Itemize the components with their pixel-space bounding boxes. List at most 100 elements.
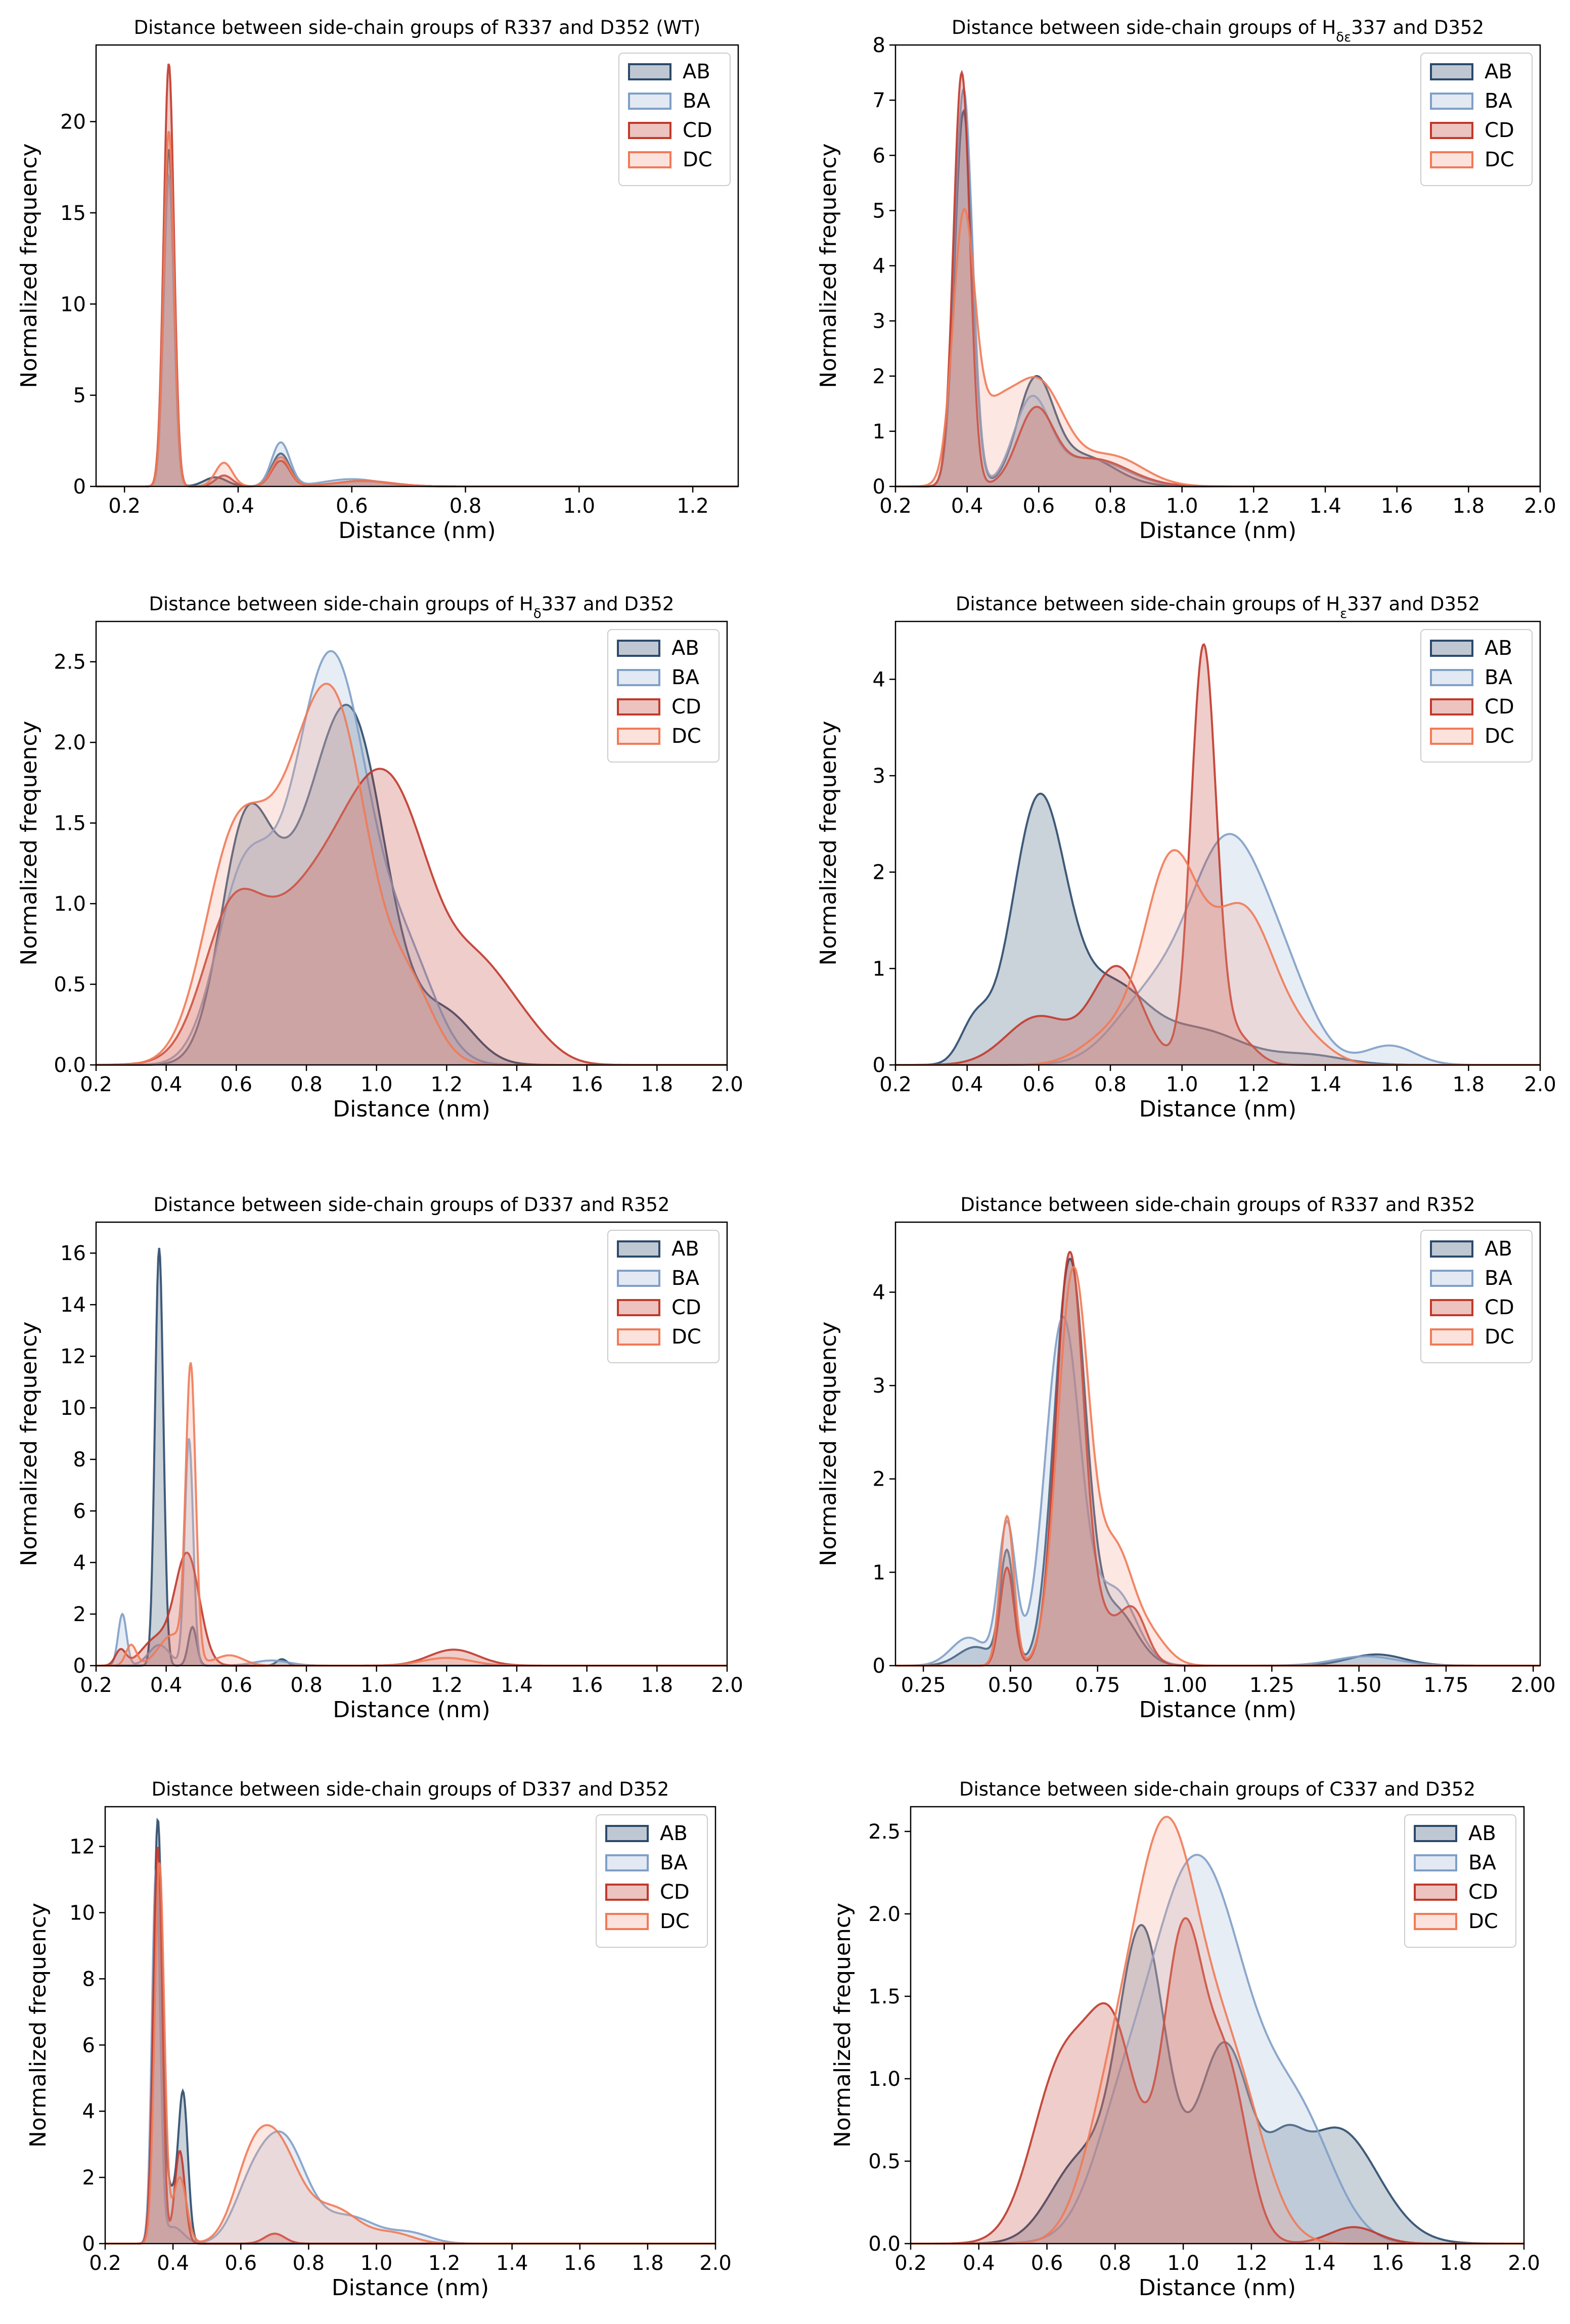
y-tick-label: 1 [873, 420, 885, 443]
series-area-dc [911, 1816, 1524, 2244]
y-tick-label: 16 [60, 1242, 86, 1265]
legend-label-cd: CD [1485, 1296, 1514, 1319]
legend: AB BA CD DC [1404, 1814, 1516, 1948]
x-tick-label: 0.2 [894, 2252, 927, 2275]
x-tick-label: 0.4 [951, 495, 983, 518]
x-tick-label: 1.6 [1372, 2252, 1404, 2275]
y-tick-label: 2 [873, 861, 885, 884]
plot-frame [910, 1806, 1525, 2245]
y-tick-label: 15 [60, 202, 86, 225]
y-tick-label: 4 [873, 255, 885, 278]
legend-label-cd: CD [660, 1881, 690, 1904]
plot-frame [95, 620, 728, 1066]
legend-label-dc: DC [671, 725, 701, 748]
legend-swatch-dc [1430, 728, 1473, 745]
legend-label-cd: CD [671, 1296, 701, 1319]
series-area-cd [96, 769, 727, 1065]
legend-label-cd: CD [1485, 119, 1514, 142]
x-tick-label: 0.2 [80, 1674, 112, 1697]
legend-label-dc: DC [660, 1910, 690, 1933]
legend-label-cd: CD [683, 119, 712, 142]
legend-swatch-ab [617, 1240, 660, 1258]
x-tick-label: 0.6 [225, 2252, 257, 2275]
y-tick-label: 0 [873, 475, 885, 499]
x-tick-label: 0.4 [150, 1674, 183, 1697]
series-area-dc [895, 209, 1540, 486]
x-tick-label: 2.00 [1511, 1674, 1556, 1697]
y-tick-label: 0.0 [54, 1054, 86, 1077]
x-tick-label: 1.8 [641, 1674, 674, 1697]
x-tick-label: 2.0 [711, 1073, 743, 1096]
legend-swatch-cd [617, 698, 660, 716]
y-tick-label: 2 [82, 2166, 95, 2189]
legend-label-dc: DC [1485, 725, 1514, 748]
x-tick-label: 1.6 [571, 1073, 603, 1096]
plot-frame [894, 1221, 1541, 1667]
x-tick-label: 1.2 [428, 2252, 461, 2275]
y-tick-label: 5 [73, 384, 86, 408]
y-tick-label: 4 [82, 2100, 95, 2123]
legend-label-dc: DC [671, 1325, 701, 1349]
y-tick-label: 3 [873, 765, 885, 788]
x-tick-label: 0.4 [963, 2252, 995, 2275]
series-area-cd [96, 64, 738, 486]
y-tick-label: 0 [73, 1655, 86, 1678]
y-tick-label: 1.5 [54, 812, 86, 835]
x-tick-label: 2.0 [1508, 2252, 1540, 2275]
y-tick-label: 14 [60, 1293, 86, 1317]
series-area-cd [105, 1847, 715, 2244]
x-tick-label: 0.4 [222, 495, 254, 518]
x-tick-label: 1.0 [1166, 1073, 1198, 1096]
series-line-ab [96, 149, 738, 487]
legend-swatch-ab [1430, 63, 1473, 80]
legend-label-ab: AB [1485, 1237, 1512, 1261]
series-line-ba [895, 1315, 1540, 1667]
y-tick-label: 2 [73, 1603, 86, 1626]
series-area-ba [895, 1317, 1540, 1666]
x-tick-label: 1.4 [496, 2252, 528, 2275]
series-area-cd [895, 72, 1540, 486]
y-tick-label: 2.5 [54, 651, 86, 674]
x-tick-label: 1.25 [1249, 1674, 1294, 1697]
y-tick-label: 6 [73, 1500, 86, 1523]
legend-swatch-dc [617, 728, 660, 745]
legend-label-dc: DC [683, 148, 712, 171]
series-line-ab [911, 1924, 1524, 2245]
legend-swatch-ba [1414, 1854, 1457, 1871]
x-tick-label: 0.8 [450, 495, 482, 518]
legend-swatch-ab [1430, 640, 1473, 657]
y-axis-label: Normalized frequency [16, 1321, 42, 1566]
x-tick-label: 0.75 [1075, 1674, 1120, 1697]
y-axis-label: Normalized frequency [16, 143, 42, 388]
x-tick-label: 2.0 [1524, 1073, 1556, 1096]
x-tick-label: 0.4 [150, 1073, 183, 1096]
legend-swatch-ba [617, 1270, 660, 1287]
x-axis-label: Distance (nm) [1139, 518, 1296, 544]
chart-title: Distance between side-chain groups of D3… [152, 1778, 669, 1800]
chart-svg: Distance between side-chain groups of C3… [830, 1778, 1540, 2301]
legend-swatch-cd [628, 122, 671, 139]
series-area-cd [895, 1252, 1540, 1666]
x-tick-label: 1.6 [1381, 495, 1413, 518]
series-area-dc [96, 131, 738, 486]
legend-swatch-dc [1430, 1328, 1473, 1346]
legend-swatch-cd [1414, 1884, 1457, 1901]
x-tick-label: 0.6 [1023, 1073, 1055, 1096]
y-tick-label: 8 [82, 1968, 95, 1991]
series-area-ab [895, 1259, 1540, 1666]
y-tick-label: 4 [873, 668, 885, 691]
chart-title: Distance between side-chain groups of D3… [154, 1194, 670, 1216]
y-tick-label: 4 [73, 1551, 86, 1575]
series-area-dc [96, 1362, 727, 1666]
legend-label-ab: AB [1485, 637, 1512, 660]
y-axis-label: Normalized frequency [16, 721, 42, 965]
y-tick-label: 6 [82, 2034, 95, 2057]
x-tick-label: 0.8 [1099, 2252, 1132, 2275]
y-axis-label: Normalized frequency [816, 1321, 841, 1566]
x-tick-label: 1.00 [1162, 1674, 1207, 1697]
legend-swatch-dc [617, 1328, 660, 1346]
x-tick-label: 0.8 [290, 1674, 323, 1697]
chart-svg: Distance between side-chain groups of Hδ… [16, 593, 743, 1122]
legend-swatch-dc [605, 1913, 649, 1930]
legend-label-ba: BA [1468, 1851, 1496, 1874]
